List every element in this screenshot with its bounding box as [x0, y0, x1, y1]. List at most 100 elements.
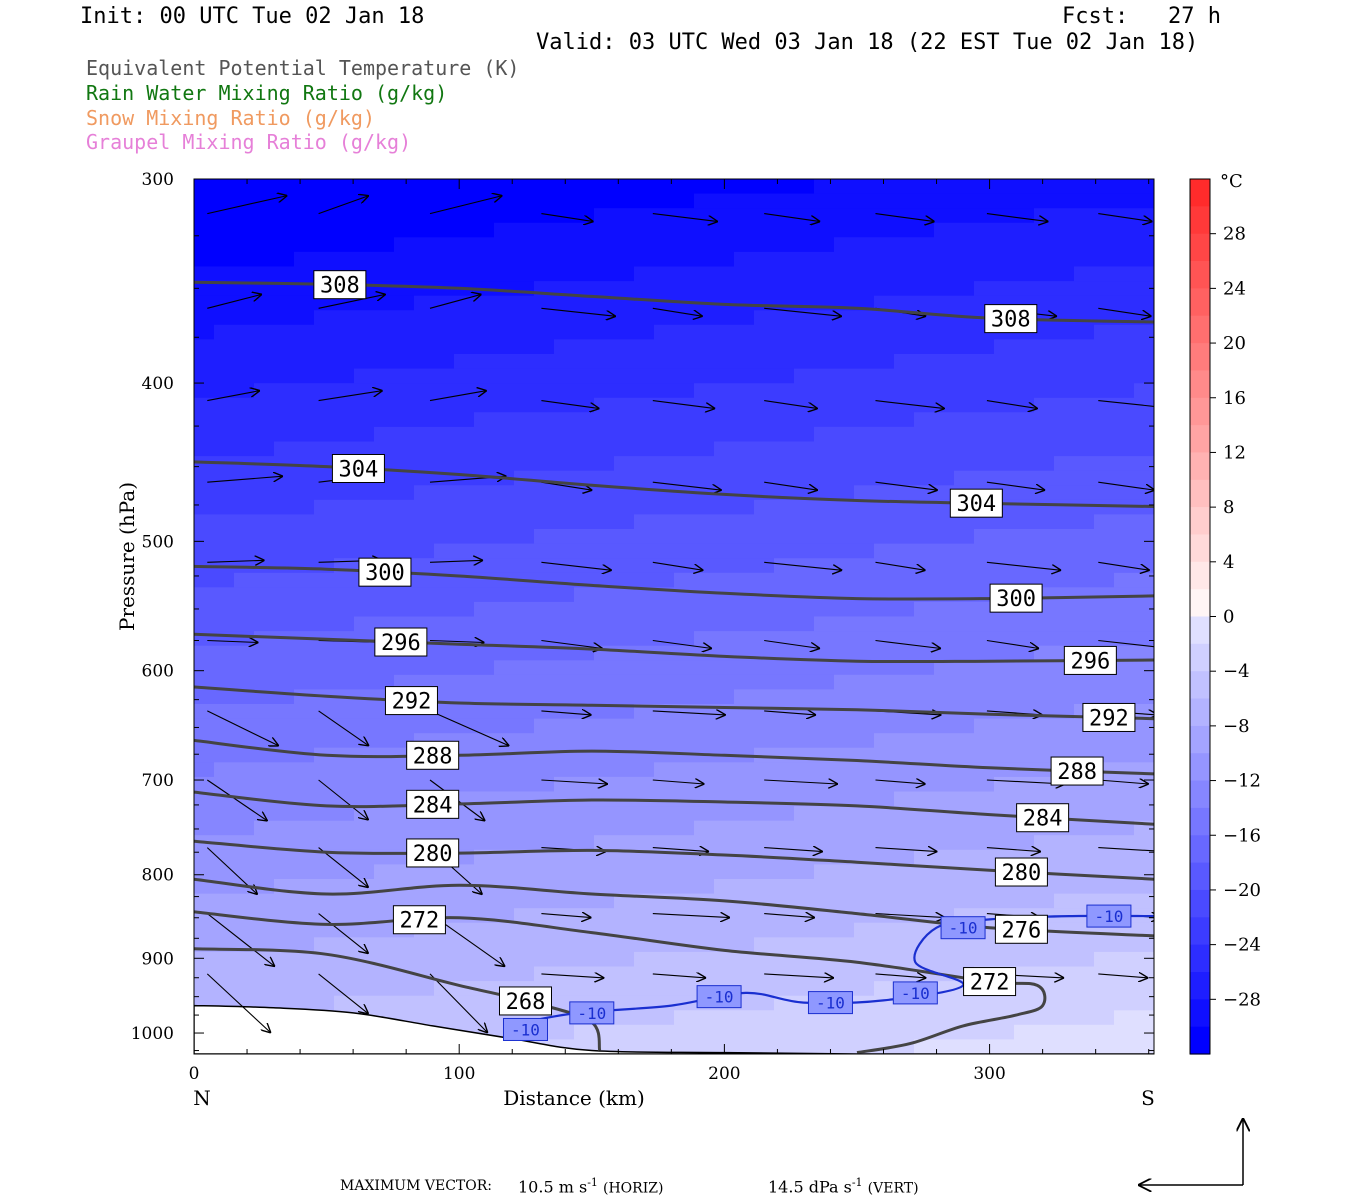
shade-cell	[914, 1039, 935, 1054]
colorbar-bin	[1190, 179, 1210, 207]
shade-cell	[1014, 995, 1035, 1012]
shade-cell	[714, 529, 735, 545]
shade-cell	[194, 572, 215, 589]
shade-cell	[254, 631, 275, 647]
wind-vector	[652, 307, 703, 316]
wind-vector	[206, 913, 275, 967]
shade-cell	[854, 397, 875, 414]
shade-cell	[534, 558, 555, 574]
shade-cell	[1054, 631, 1075, 647]
shade-cell	[1034, 222, 1055, 239]
shade-cell	[1014, 1039, 1035, 1054]
shade-cell	[474, 966, 495, 982]
shade-cell	[694, 776, 715, 793]
shade-cell	[914, 383, 935, 399]
shade-cell	[614, 835, 635, 851]
shade-cell	[594, 251, 615, 268]
shade-cell	[934, 616, 955, 632]
shade-cell	[234, 222, 255, 239]
shade-cell	[834, 572, 855, 589]
shade-cell	[794, 529, 815, 545]
shade-cell	[894, 543, 915, 559]
shade-cell	[874, 674, 895, 691]
shade-cell	[474, 456, 495, 472]
shade-cell	[774, 426, 795, 443]
shade-cell	[474, 543, 495, 559]
shade-cell	[554, 237, 575, 253]
shade-cell	[254, 776, 275, 793]
shade-cell	[754, 558, 775, 574]
shade-cell	[874, 572, 895, 589]
shade-cell	[194, 951, 215, 968]
shade-cell	[434, 266, 455, 282]
shade-cell	[494, 893, 515, 909]
shade-cell	[934, 674, 955, 691]
shade-cell	[854, 981, 875, 997]
shade-cell	[374, 981, 395, 997]
shade-cell	[774, 470, 795, 487]
shade-cell	[1114, 208, 1135, 224]
shade-cell	[874, 193, 895, 209]
temp-label-box	[569, 1001, 615, 1025]
shade-cell	[454, 324, 475, 341]
shade-cell	[394, 456, 415, 472]
shade-cell	[394, 179, 415, 195]
shade-cell	[574, 354, 595, 370]
shade-cell	[514, 193, 535, 209]
shade-cell	[934, 251, 955, 268]
shade-cell	[534, 266, 555, 282]
shade-cell	[274, 966, 295, 982]
wind-vector	[207, 476, 283, 483]
shade-cell	[534, 908, 555, 924]
shade-cell	[614, 601, 635, 618]
shade-cell	[914, 266, 935, 282]
shade-cell	[814, 368, 835, 384]
shade-cell	[914, 762, 935, 778]
shade-cell	[534, 587, 555, 603]
shade-cell	[1134, 718, 1154, 734]
shade-cell	[254, 864, 275, 880]
colorbar-bin	[1190, 315, 1210, 344]
shade-cell	[1114, 456, 1135, 472]
shade-cell	[1074, 631, 1095, 647]
shade-cell	[354, 383, 375, 399]
shade-cell	[554, 193, 575, 209]
shade-cell	[314, 995, 335, 1012]
shade-cell	[694, 1024, 715, 1041]
shade-cell	[834, 251, 855, 268]
shade-cell	[1094, 543, 1115, 559]
shade-cell	[474, 368, 495, 384]
shade-cell	[434, 339, 455, 355]
shade-cell	[1114, 806, 1135, 822]
shade-cell	[414, 456, 435, 472]
shade-cell	[254, 981, 275, 997]
contour-label-box	[313, 270, 367, 300]
shade-cell	[1094, 1024, 1115, 1041]
shade-cell	[574, 237, 595, 253]
shade-cell	[374, 718, 395, 734]
shade-cell	[894, 951, 915, 968]
shade-cell	[654, 1039, 675, 1054]
shade-cell	[374, 820, 395, 837]
shade-cell	[874, 1024, 895, 1041]
shade-cell	[574, 383, 595, 399]
shade-cell	[434, 674, 455, 691]
shade-cell	[294, 937, 315, 953]
shade-cell	[554, 835, 575, 851]
shade-cell	[194, 776, 215, 793]
shade-cell	[794, 543, 815, 559]
shade-cell	[1094, 266, 1115, 282]
shade-cell	[1074, 339, 1095, 355]
shade-cell	[1014, 791, 1035, 807]
shade-cell	[234, 747, 255, 764]
shade-cell	[254, 324, 275, 341]
shade-cell	[894, 179, 915, 195]
shade-cell	[334, 572, 355, 589]
shade-cell	[194, 879, 215, 895]
shade-cell	[414, 995, 435, 1012]
colorbar-tick-label: 0	[1223, 607, 1234, 628]
shade-cell	[614, 324, 635, 341]
shade-cell	[334, 179, 355, 195]
shade-cell	[294, 426, 315, 443]
shade-cell	[554, 485, 575, 501]
